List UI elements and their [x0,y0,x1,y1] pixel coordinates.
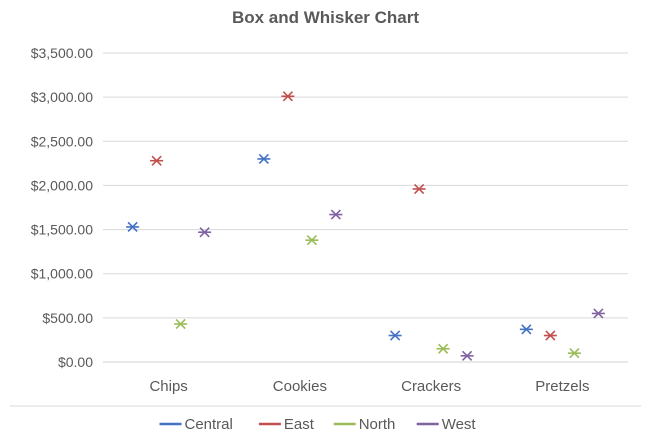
y-tick-label: $0.00 [58,354,93,370]
data-point-central [519,324,533,335]
y-tick-label: $3,000.00 [31,89,93,105]
data-point-east [150,155,164,166]
legend-label-west: West [442,416,477,433]
x-category-label: Chips [149,378,187,395]
legend-label-east: East [284,416,315,433]
y-tick-label: $3,500.00 [31,45,93,61]
y-tick-label: $500.00 [42,310,93,326]
x-category-label: Cookies [273,378,327,395]
data-point-west [329,209,343,220]
data-point-central [126,221,140,233]
data-point-east [543,330,557,341]
x-category-label: Pretzels [535,378,589,395]
y-tick-label: $1,500.00 [31,222,93,238]
x-category-label: Crackers [401,378,461,395]
data-point-north [305,235,319,246]
data-point-central [388,330,402,341]
legend-label-central: Central [185,416,233,433]
data-point-west [460,350,474,361]
y-tick-label: $2,000.00 [31,177,93,193]
y-tick-label: $1,000.00 [31,266,93,282]
chart-title: Box and Whisker Chart [231,8,420,27]
data-point-east [412,183,426,195]
y-tick-label: $2,500.00 [31,133,93,149]
data-point-north [436,343,450,354]
legend-label-north: North [359,416,396,433]
data-point-east [281,91,295,102]
data-point-west [198,227,212,238]
data-point-north [174,318,188,330]
data-point-west [591,308,605,319]
data-point-north [567,348,581,359]
data-point-central [257,153,271,165]
